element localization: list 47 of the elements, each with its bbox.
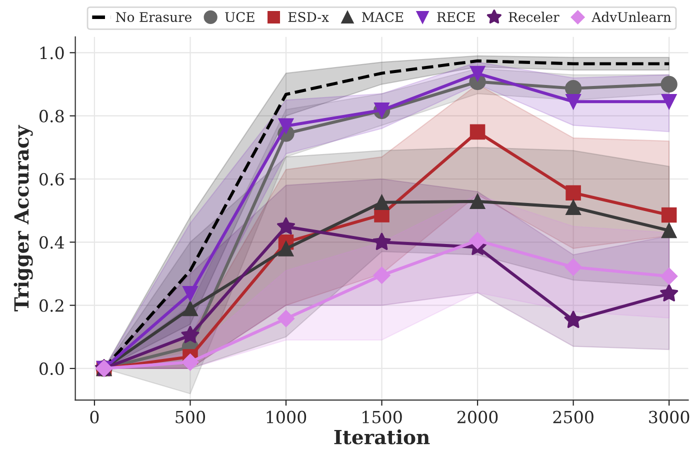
point xyxy=(182,300,198,316)
point xyxy=(566,200,581,216)
point xyxy=(276,216,296,235)
point xyxy=(564,258,582,276)
point xyxy=(566,94,581,110)
x-tick-label: 500 xyxy=(176,410,206,424)
point xyxy=(660,76,678,93)
y-tick-label: 0.0 xyxy=(39,362,64,376)
x-tick-label: 2500 xyxy=(553,410,594,424)
point xyxy=(564,310,583,328)
point xyxy=(278,118,294,134)
point xyxy=(566,185,581,201)
y-axis-title: Trigger Accuracy xyxy=(14,124,33,312)
point xyxy=(372,232,392,250)
point xyxy=(180,326,200,344)
point xyxy=(660,268,678,285)
point xyxy=(661,94,677,110)
point xyxy=(182,286,198,302)
point xyxy=(470,194,486,210)
legend-label: Receler xyxy=(508,12,560,22)
legend-label: ESD-x xyxy=(288,12,329,22)
x-tick-label: 3000 xyxy=(649,410,690,424)
legend-label: RECE xyxy=(437,12,475,22)
legend-label: UCE xyxy=(225,12,254,22)
point xyxy=(470,124,486,140)
y-tick-label: 0.4 xyxy=(39,236,64,249)
point xyxy=(661,207,677,223)
legend-label: No Erasure xyxy=(116,12,192,22)
point xyxy=(468,232,486,250)
point xyxy=(374,194,390,210)
legend-label: MACE xyxy=(362,12,404,22)
legend-label: AdvUnlearn xyxy=(592,12,672,22)
y-tick-label: 0.8 xyxy=(39,110,64,122)
x-tick-label: 2000 xyxy=(457,410,498,424)
y-tick-label: 1.0 xyxy=(40,46,64,60)
point xyxy=(277,310,295,328)
point xyxy=(660,284,678,302)
point xyxy=(182,354,199,371)
x-tick-label: 1500 xyxy=(362,410,402,424)
y-tick-label: 0.2 xyxy=(39,299,64,312)
point xyxy=(373,266,390,284)
y-tick-label: 0.6 xyxy=(39,172,64,186)
point xyxy=(278,241,294,256)
x-tick-label: 0 xyxy=(90,410,99,424)
point xyxy=(661,222,677,238)
x-tick-label: 1000 xyxy=(266,410,306,424)
x-axis-title: Iteration xyxy=(334,429,430,444)
